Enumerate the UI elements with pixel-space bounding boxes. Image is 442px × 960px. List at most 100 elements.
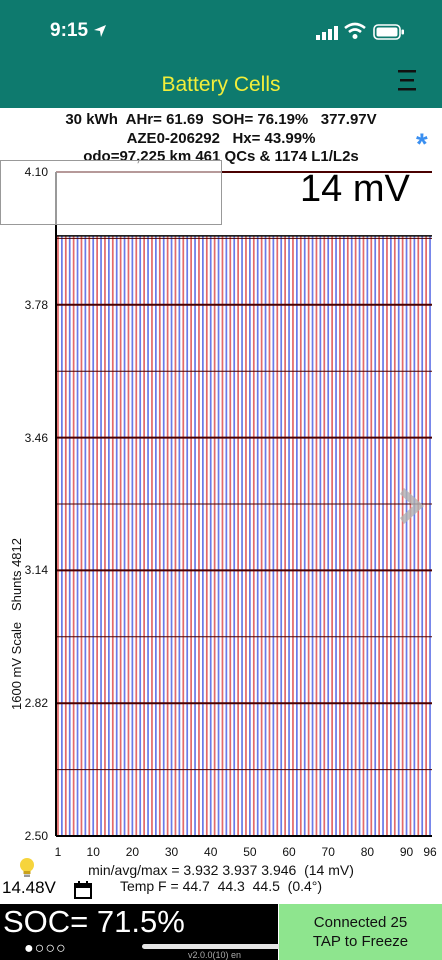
connection-status: Connected 25: [313, 914, 408, 931]
cell-bar-60: [288, 235, 290, 836]
cell-bar-70: [327, 235, 330, 836]
cell-bar-41: [213, 235, 216, 836]
cell-bar-59: [284, 235, 286, 836]
cell-bar-55: [268, 235, 271, 836]
cell-bar-28: [162, 235, 165, 836]
battery-icon: [373, 24, 404, 40]
y-tick-label: 2.50: [24, 829, 48, 843]
voltage-stats: min/avg/max = 3.932 3.937 3.946 (14 mV): [88, 862, 354, 878]
cell-bar-19: [127, 235, 130, 836]
cell-bar-71: [331, 235, 333, 836]
chart-title-spread: 14 mV: [300, 168, 410, 210]
cell-bar-50: [249, 235, 251, 836]
cell-bar-64: [303, 235, 306, 836]
cell-bar-30: [170, 235, 173, 836]
x-tick-label: 20: [125, 845, 140, 859]
cell-bar-63: [299, 235, 302, 836]
pack-summary: 30 kWh AHr= 61.69 SOH= 76.19% 377.97V: [65, 111, 377, 128]
cell-bar-95: [425, 235, 427, 836]
cell-bar-18: [123, 235, 126, 836]
cell-bar-1: [57, 235, 59, 836]
cell-bar-44: [225, 235, 228, 836]
cell-bar-24: [147, 235, 149, 836]
cell-bar-7: [80, 235, 83, 836]
cell-bar-94: [421, 235, 424, 836]
cell-bar-87: [393, 235, 396, 836]
cell-bar-36: [194, 235, 196, 836]
y-tick-label: 2.82: [24, 696, 48, 711]
location-arrow-icon: [94, 25, 106, 37]
cell-bar-48: [241, 235, 243, 836]
cell-bar-84: [382, 235, 384, 836]
cell-bar-73: [339, 235, 341, 836]
cell-bar-23: [143, 235, 145, 836]
cell-voltage-chart[interactable]: [0, 160, 442, 860]
cell-bar-46: [233, 235, 236, 836]
wifi-icon: [344, 22, 366, 39]
x-tick-label: 50: [243, 845, 257, 859]
aux-battery-voltage: 14.48V: [2, 878, 56, 897]
cell-bar-34: [186, 235, 189, 836]
zoom-overlay: [0, 160, 222, 225]
cell-bar-79: [362, 235, 365, 836]
chevron-right-icon[interactable]: [396, 484, 432, 528]
x-tick-label: 60: [282, 845, 296, 859]
cell-bar-21: [135, 235, 138, 836]
bluetooth-icon[interactable]: *: [416, 128, 428, 161]
nav-bar: Battery Cells: [0, 62, 442, 108]
cell-bar-3: [64, 235, 67, 836]
x-tick-label: 10: [86, 845, 100, 859]
cell-bar-15: [111, 235, 114, 836]
soc-panel[interactable]: [0, 904, 278, 960]
cell-bar-56: [272, 235, 275, 836]
cell-bar-12: [100, 235, 102, 836]
cell-bar-85: [386, 235, 388, 836]
cell-bar-62: [296, 235, 298, 836]
menu-icon[interactable]: [398, 68, 416, 92]
page-indicator-dots[interactable]: ●○○○: [24, 940, 67, 957]
cell-bar-90: [405, 235, 408, 836]
x-tick-label: 70: [321, 845, 335, 859]
cell-bar-69: [323, 235, 326, 836]
cell-bar-45: [229, 235, 232, 836]
cell-bar-66: [311, 235, 314, 836]
cell-bar-75: [346, 235, 349, 836]
cell-bar-38: [202, 235, 204, 836]
x-tick-label: 96: [423, 845, 437, 859]
cell-bar-20: [131, 235, 134, 836]
cell-bar-49: [245, 235, 247, 836]
cell-bar-14: [108, 235, 110, 836]
cellular-signal-icon: [316, 26, 338, 40]
x-tick-label: 1: [54, 845, 62, 859]
cell-bar-11: [96, 235, 98, 836]
cell-bar-88: [397, 235, 400, 836]
cell-bar-42: [217, 235, 220, 836]
cell-bar-2: [61, 235, 63, 836]
cell-bar-67: [315, 235, 318, 836]
cell-bar-33: [182, 235, 185, 836]
status-time: 9:15: [50, 20, 89, 41]
state-of-charge: SOC= 71.5%: [3, 904, 185, 939]
cell-bar-53: [260, 235, 263, 836]
status-bar: 9:15: [0, 0, 442, 62]
x-tick-label: 40: [204, 845, 218, 859]
freeze-button[interactable]: [279, 904, 442, 960]
cell-bar-68: [319, 235, 322, 836]
cell-bar-96: [429, 235, 431, 836]
cell-bar-61: [292, 235, 294, 836]
home-indicator: [142, 944, 298, 949]
cell-bar-72: [335, 235, 337, 836]
cell-bar-29: [166, 235, 169, 836]
cell-bar-52: [256, 235, 259, 836]
y-tick-label: 4.10: [24, 165, 48, 179]
vin-health: AZE0-206292 Hx= 43.99%: [126, 130, 316, 147]
calendar-icon[interactable]: [74, 881, 92, 899]
cell-bar-81: [370, 235, 373, 836]
lightbulb-icon[interactable]: [18, 857, 36, 879]
cell-bar-47: [237, 235, 239, 836]
cell-bar-6: [76, 235, 79, 836]
x-tick-label: 90: [399, 845, 414, 859]
temperature-stats: Temp F = 44.7 44.3 44.5 (0.4°): [119, 878, 323, 894]
cell-bar-25: [151, 235, 153, 836]
cell-bar-51: [252, 235, 255, 836]
